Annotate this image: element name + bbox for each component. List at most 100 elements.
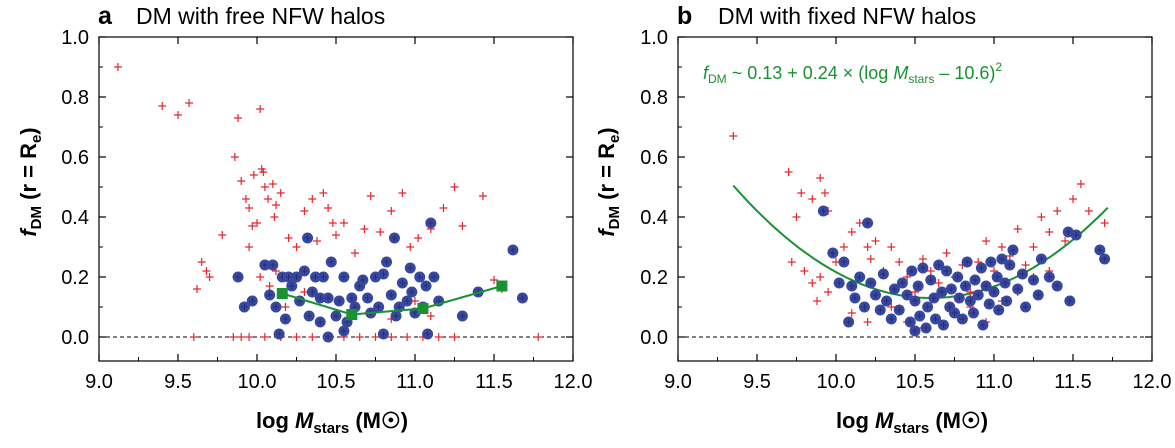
panel-b-y-tick-label: 0.2 <box>640 267 668 289</box>
panel-a-dot-cross <box>396 304 403 310</box>
panel-a-y-tick-label: 0.4 <box>61 207 89 229</box>
panel-b-plus-point <box>863 318 872 326</box>
panel-a-x-tick-label: 9.5 <box>164 371 192 393</box>
panel-a-y-axis-label: fDM (r = Re) <box>16 127 45 236</box>
panel-a-plus-point <box>245 204 254 212</box>
panel-a-dot-cross <box>276 331 283 337</box>
panel-a-plus-point <box>174 111 182 119</box>
panel-a-dot-cross <box>404 298 411 304</box>
panel-b-plot-area: 9.0 9.5 10.0 10.5 11.0 11.5 12.0 0.0 0.2 0.4 0.6 0.… <box>640 27 1171 393</box>
panel-b-dot-cross <box>1022 304 1029 310</box>
panel-b-plus-point <box>903 273 912 281</box>
panel-b-dot-cross <box>829 250 836 256</box>
panel-a-plus-point <box>268 180 277 188</box>
panel-a-plus-point <box>241 195 250 203</box>
panel-a-plus-point <box>237 177 246 185</box>
panel-a-plus-point <box>237 333 246 341</box>
panel-a-dot-cross <box>288 283 295 289</box>
panel-a-dot-cross <box>383 259 390 265</box>
panel-a-plus-point <box>276 189 285 197</box>
panel-b-dot-cross <box>975 292 982 298</box>
panel-a-plus-point <box>387 333 396 341</box>
panel-a-dot-cross <box>336 298 343 304</box>
panel-b-plus-point <box>1037 213 1046 221</box>
panel-a-x-tick-label: 11.5 <box>475 371 512 393</box>
panel-b-x-tick-label: 9.5 <box>743 371 771 393</box>
panel-a-plus-point <box>205 273 214 281</box>
panel-a-plus-point <box>339 219 348 227</box>
panel-a-letter: a <box>98 2 113 30</box>
panel-b-dot-cross <box>948 286 955 292</box>
panel-a-plus-point <box>218 231 227 239</box>
panel-b-dot-cross <box>912 328 918 334</box>
panel-b-plus-point <box>847 309 856 317</box>
panel-b-dot-cross <box>851 295 858 301</box>
panel-b-dot-cross <box>840 259 847 265</box>
panel-a-plus-point <box>458 222 467 230</box>
panel-a-plus-point <box>534 333 543 341</box>
panel-a-plus-point <box>450 183 459 191</box>
panel-a-plus-point <box>260 183 269 191</box>
panel-a-dot-cross <box>320 274 327 280</box>
panel-a-y-tick-label: 0.0 <box>61 327 89 349</box>
panel-b-plus-point <box>1029 243 1038 251</box>
panel-a-dot-cross <box>293 274 300 280</box>
panel-a-dot-cross <box>391 235 398 241</box>
panel-a-plus-point <box>376 228 385 236</box>
panel-a-plus-point <box>256 105 265 113</box>
panel-a-plus-point <box>360 225 369 233</box>
panel-a: a DM with free NFW halos 9.0 9.5 10.0 10.5 1… <box>16 2 592 437</box>
panel-a-dot-cross <box>375 304 382 310</box>
panel-b-dot-cross <box>1066 298 1073 304</box>
panel-a-plus-point <box>281 303 290 311</box>
panel-a-plus-point <box>248 222 257 230</box>
panel-a-x-tick-label: 9.0 <box>85 371 113 393</box>
panel-b-plus-point <box>982 237 991 245</box>
panel-a-dot-cross <box>325 295 332 301</box>
panel-a-plus-point <box>478 192 487 200</box>
panel-b-plus-point <box>942 249 951 257</box>
panel-b-plus-point <box>934 279 943 287</box>
panel-a-binned-line <box>282 285 503 316</box>
panel-a-dot-cross <box>416 274 423 280</box>
panel-a-dot-cross <box>372 274 379 280</box>
panel-a-dot-cross <box>282 316 289 322</box>
panel-b-dot-cross <box>979 322 986 328</box>
panel-b-dot-cross <box>877 307 884 313</box>
panel-b-dot-cross <box>987 259 994 265</box>
panel-b-x-tick-label: 12.0 <box>1133 371 1172 393</box>
panel-a-x-tick-label: 10.5 <box>317 371 356 393</box>
panel-b-plus-point <box>1061 237 1070 245</box>
panel-b-dot-cross <box>959 316 966 322</box>
panel-b-dot-cross <box>991 289 997 295</box>
panel-b-plus-point <box>797 189 806 197</box>
panel-b-dot-cross <box>1038 256 1045 262</box>
panel-a-dot-cross <box>364 295 371 301</box>
panel-b-dot-cross <box>998 256 1005 262</box>
panel-b-y-tick-label: 0.0 <box>640 327 668 349</box>
panel-a-dot-cross <box>430 274 437 280</box>
panel-a-plus-point <box>328 219 337 227</box>
panel-b-dot-cross <box>1019 271 1026 277</box>
panel-b-dot-cross <box>820 208 827 214</box>
panel-b-plus-point <box>1084 207 1093 215</box>
panel-b-dot-cross <box>978 265 985 271</box>
panel-a-plus-point <box>439 204 448 212</box>
panel-b-plus-point <box>1021 261 1030 269</box>
panel-a-dot-cross <box>269 262 276 268</box>
panel-a-plus-point <box>271 201 280 209</box>
panel-a-y-tick-label: 0.6 <box>61 147 89 169</box>
panel-b-dot-cross <box>1046 274 1053 280</box>
panel-b-plus-point <box>784 168 793 176</box>
panel-b-dot-cross <box>1014 286 1021 292</box>
panel-a-dot-cross <box>328 259 335 265</box>
panel-a-plus-point <box>249 171 258 179</box>
panel-a-dot-cross <box>266 292 273 298</box>
panel-a-dot-cross <box>317 295 324 301</box>
panel-b-plus-point <box>997 243 1006 251</box>
panel-b-x-tick-label: 11.0 <box>975 371 1012 393</box>
panel-b-dot-cross <box>836 280 843 286</box>
panel-a-plus-point <box>355 333 364 341</box>
panel-b-dot-cross <box>912 298 918 304</box>
panel-a-dot-cross <box>309 289 316 295</box>
